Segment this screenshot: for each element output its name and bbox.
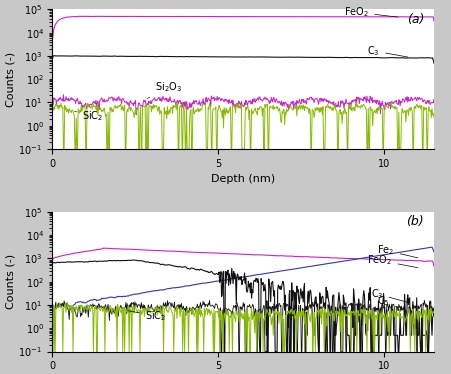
- Text: (a): (a): [406, 13, 423, 26]
- Text: C$_5$: C$_5$: [377, 294, 397, 308]
- Text: (b): (b): [405, 215, 423, 229]
- Y-axis label: Counts (-): Counts (-): [5, 254, 16, 309]
- Text: SiC$_2$: SiC$_2$: [128, 309, 166, 323]
- Text: Fe$_2$: Fe$_2$: [377, 244, 417, 258]
- Text: FeO$_2$: FeO$_2$: [367, 254, 417, 268]
- Y-axis label: Counts (-): Counts (-): [5, 52, 16, 107]
- Text: C$_3$: C$_3$: [367, 44, 407, 58]
- X-axis label: Depth (nm): Depth (nm): [211, 174, 274, 184]
- Text: Si$_2$O$_3$: Si$_2$O$_3$: [147, 80, 182, 98]
- Text: SiC$_2$: SiC$_2$: [74, 109, 103, 123]
- Text: C$_3$: C$_3$: [370, 287, 407, 303]
- Text: FeO$_2$: FeO$_2$: [344, 5, 397, 19]
